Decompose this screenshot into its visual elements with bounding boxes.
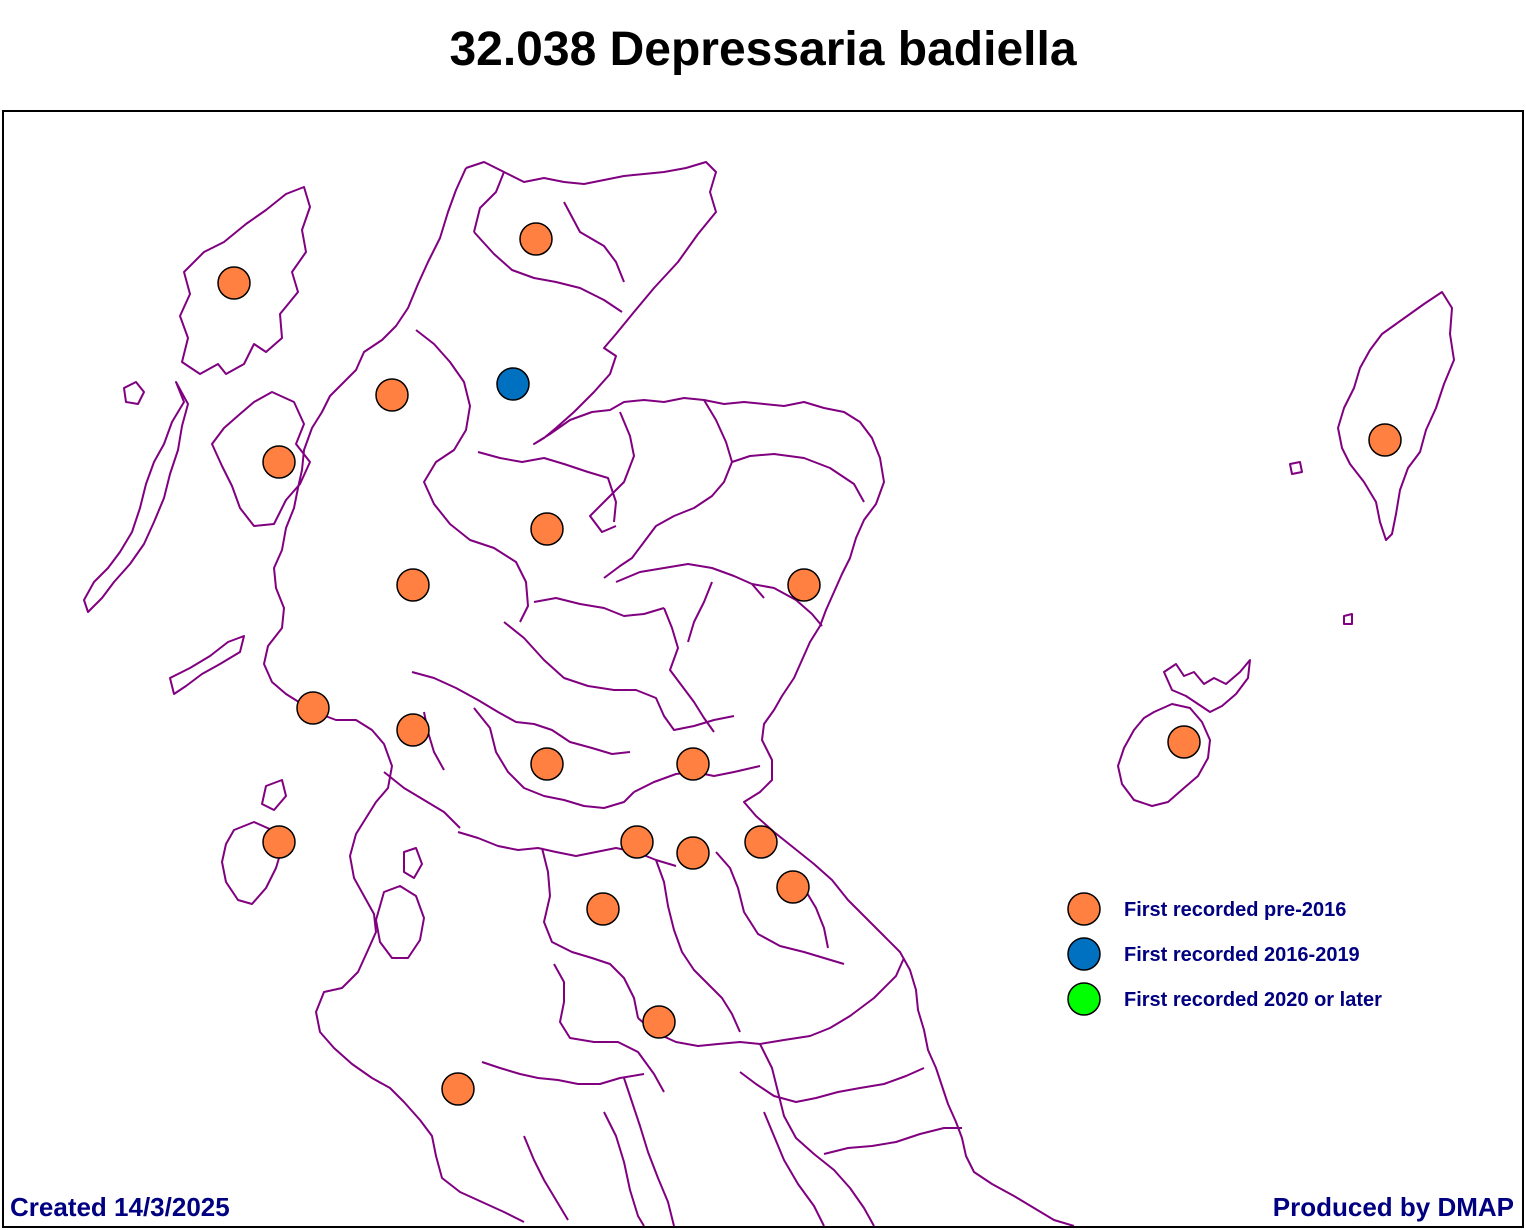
map-frame: First recorded pre-2016 First recorded 20… [2,110,1524,1228]
producer-credit: Produced by DMAP [1272,1192,1514,1222]
vc-boundary-3 [563,201,625,283]
vc-boundary-12 [663,607,715,733]
jura-coast [261,779,287,811]
vc-boundary-14 [503,621,735,731]
record-dot [396,568,430,602]
vc-boundary-32 [523,1135,569,1221]
outer-hebrides-south [83,381,189,613]
record-dot [642,1005,676,1039]
vc-boundary-23 [803,887,829,949]
legend-label: First recorded 2020 or later [1124,989,1382,1011]
legend-swatch [1067,982,1101,1016]
vc-boundary-9 [615,563,765,599]
vc-boundary-7 [603,399,733,579]
vc-boundary-28 [739,1067,925,1103]
vc-boundary-2 [473,171,505,233]
legend-label: First recorded 2016-2019 [1124,944,1360,966]
vc-boundary-16 [473,707,635,809]
vc-boundary-25 [481,1061,645,1085]
vc-boundary-21 [655,859,741,1033]
outer-hebrides-islet [123,381,145,405]
record-dot [519,222,553,256]
record-dot [787,568,821,602]
record-dot [217,266,251,300]
record-dot [530,747,564,781]
vc-boundary-8 [731,453,865,503]
arran-coast [375,885,425,959]
vc-boundary-1 [473,231,623,313]
bute-coast [403,847,423,879]
orkney-north-islands [1163,659,1251,713]
legend: First recorded pre-2016 First recorded 20… [1067,892,1382,1016]
legend-label: First recorded pre-2016 [1124,899,1346,921]
record-dot [262,825,296,859]
record-dot [744,825,778,859]
vc-boundary-10 [751,583,823,627]
outer-hebrides-coast [179,186,311,375]
vc-boundary-29 [823,1127,962,1155]
mull-coast [169,635,245,695]
record-dot [441,1072,475,1106]
fair-isle [1289,461,1303,475]
vc-boundary-22 [715,851,845,965]
record-dot [262,445,296,479]
record-dot [396,713,430,747]
vc-boundary-20 [637,957,905,1047]
vc-boundary-27 [759,1043,875,1226]
vc-boundary-33 [383,771,461,829]
vc-boundary-26 [623,1077,675,1226]
vc-boundary-6 [589,411,635,533]
shetland-coast [1337,291,1455,541]
vc-boundary-13 [687,581,713,643]
skye-coast [211,391,311,527]
vc-boundary-4 [415,329,529,623]
record-dot [620,825,654,859]
mainland-coast [465,161,1075,1226]
foula [1343,613,1353,625]
legend-swatch [1067,937,1101,971]
record-dot [296,691,330,725]
vc-boundary-19 [541,847,639,1019]
vc-boundary-34 [423,711,445,771]
vc-boundary-24 [553,963,665,1093]
vc-boundary-11 [533,597,665,617]
record-dot [1368,423,1402,457]
record-dots [217,222,1402,1106]
distribution-map: First recorded pre-2016 First recorded 20… [83,161,1455,1226]
record-dot [375,378,409,412]
record-dot [676,747,710,781]
record-dot [776,870,810,904]
orkney-coast [1117,703,1211,807]
map-title: 32.038 Depressaria badiella [449,23,1077,76]
vc-boundary-31 [603,1111,645,1226]
vice-county-boundaries [83,161,1455,1226]
record-dot [530,512,564,546]
vc-boundary-30 [763,1111,825,1226]
record-dot [676,836,710,870]
created-date: Created 14/3/2025 [10,1192,230,1222]
legend-swatch [1067,892,1101,926]
west-mainland-coast [263,167,525,1223]
record-dot [1167,725,1201,759]
record-dot [586,892,620,926]
record-dot [496,367,530,401]
vc-boundary-15 [411,671,631,755]
